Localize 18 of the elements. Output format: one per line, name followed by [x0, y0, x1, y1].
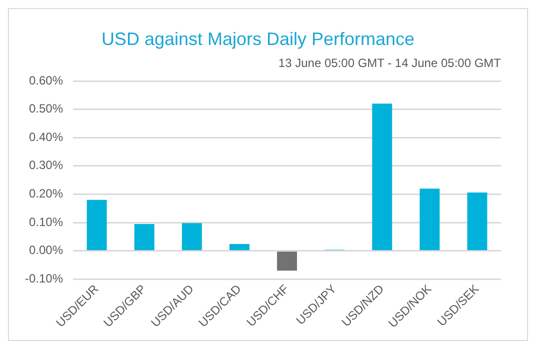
y-tick-label: 0.60%	[28, 73, 64, 88]
bar	[420, 188, 440, 250]
y-tick-label: 0.20%	[28, 186, 64, 201]
bar	[134, 224, 154, 250]
y-tick-label: 0.40%	[28, 130, 64, 144]
bar	[467, 192, 488, 250]
bar	[277, 252, 297, 271]
y-tick-label: 0.10%	[28, 214, 64, 229]
bar	[86, 200, 107, 250]
y-tick-label: 0.50%	[28, 102, 64, 116]
bar	[372, 104, 392, 250]
chart-subtitle: 13 June 05:00 GMT - 14 June 05:00 GMT	[278, 56, 502, 70]
bar	[182, 223, 202, 250]
y-tick-label: -0.10%	[24, 271, 64, 286]
y-tick-label: 0.00%	[28, 243, 64, 258]
bar	[229, 244, 250, 250]
y-tick-label: 0.30%	[28, 158, 64, 172]
chart-title: USD against Majors Daily Performance	[101, 28, 415, 49]
